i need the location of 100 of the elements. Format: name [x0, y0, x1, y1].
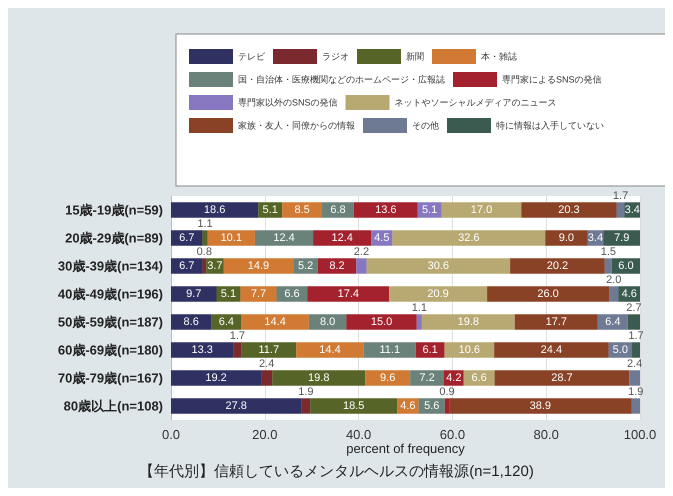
bar: [240, 286, 277, 302]
bar: [514, 314, 598, 330]
data-label: 2.0: [606, 274, 622, 286]
data-label: 17.0: [470, 204, 492, 216]
data-label: 1.9: [628, 386, 644, 398]
data-label: 18.6: [204, 204, 226, 216]
data-label: 5.1: [422, 204, 438, 216]
data-label: 6.4: [605, 316, 620, 328]
data-label: 6.8: [330, 204, 346, 216]
data-label: 8.6: [184, 316, 199, 328]
data-label: 1.7: [230, 330, 246, 342]
data-label: 6.4: [218, 316, 234, 328]
bar: [310, 398, 398, 414]
data-label: 6.7: [179, 232, 194, 244]
data-label: 32.6: [458, 232, 480, 244]
data-label: 20.2: [546, 260, 568, 272]
data-label: 7.7: [250, 288, 266, 300]
data-label: 20.9: [427, 288, 449, 300]
data-label: 13.6: [375, 204, 397, 216]
data-label: 6.0: [618, 260, 634, 272]
data-label: 14.4: [264, 316, 286, 328]
bar: [307, 286, 390, 302]
bar: [389, 286, 488, 302]
data-label: 2.4: [626, 358, 642, 370]
bar: [254, 230, 314, 246]
bar: [442, 202, 522, 218]
data-label: 8.0: [320, 316, 336, 328]
data-label: 14.9: [248, 260, 270, 272]
y-tick-label: 30歳-39歳(n=134): [58, 258, 163, 274]
data-label: 27.8: [225, 400, 247, 412]
data-label: 0.8: [196, 246, 212, 258]
data-label: 2.7: [626, 302, 642, 314]
data-label: 6.6: [284, 288, 300, 300]
data-label: 17.7: [546, 316, 567, 328]
bar: [346, 314, 417, 330]
data-label: 12.4: [273, 232, 295, 244]
data-label: 7.9: [614, 232, 630, 244]
bar: [422, 314, 515, 330]
bar: [487, 286, 610, 302]
data-label: 2.2: [354, 246, 370, 258]
bar: [444, 398, 450, 414]
data-label: 6.7: [179, 260, 194, 272]
y-tick-label: 70歳-79歳(n=167): [58, 370, 163, 386]
data-label: 10.1: [220, 232, 242, 244]
data-label: 1.1: [197, 218, 213, 230]
data-label: 14.4: [319, 344, 341, 356]
legend-label: 国・自治体・医療機関などのホームページ・広報誌: [238, 74, 445, 84]
legend-label: 特に情報は入手していない: [496, 120, 604, 130]
bar: [171, 202, 258, 218]
bar: [410, 370, 444, 386]
bar: [224, 258, 294, 274]
bar: [629, 370, 640, 386]
data-label: 17.4: [338, 288, 359, 300]
legend-label: ラジオ: [322, 52, 349, 62]
y-tick-label: 40歳-49歳(n=196): [58, 286, 163, 302]
data-label: 9.6: [380, 372, 396, 384]
data-label: 9.7: [186, 288, 202, 300]
y-tick-label: 80歳以上(n=108): [64, 398, 163, 414]
data-label: 5.0: [612, 344, 628, 356]
data-label: 12.4: [331, 232, 353, 244]
legend-label: 家族・友人・同僚からの情報: [238, 120, 355, 130]
bar: [632, 398, 640, 414]
data-label: 18.5: [342, 400, 364, 412]
data-label: 1.5: [600, 246, 616, 258]
bar: [494, 342, 609, 358]
data-label: 4.6: [622, 288, 637, 300]
bar: [261, 370, 272, 386]
data-label: 30.6: [428, 260, 450, 272]
legend-label: 専門家によるSNSの発信: [502, 74, 602, 84]
bar: [604, 258, 612, 274]
bar: [521, 202, 617, 218]
bar: [241, 342, 296, 358]
data-label: 1.1: [412, 302, 427, 314]
bar: [241, 314, 309, 330]
bar: [494, 370, 630, 386]
bar: [171, 398, 302, 414]
data-label: 28.7: [551, 372, 573, 384]
bar: [171, 370, 262, 386]
data-label: 19.2: [205, 372, 227, 384]
legend-label: テレビ: [238, 52, 266, 62]
bar: [301, 398, 310, 414]
bar: [449, 398, 632, 414]
bar: [356, 258, 367, 274]
legend-label: 新聞: [406, 52, 424, 62]
data-label: 15.0: [370, 316, 392, 328]
legend-label: 本・雑誌: [481, 52, 517, 62]
data-label: 1.7: [628, 330, 644, 342]
x-axis-title: percent of frequency: [346, 440, 466, 456]
data-label: 3.4: [588, 232, 604, 244]
bar: [202, 230, 208, 246]
legend-label: その他: [412, 120, 439, 130]
data-label: 5.1: [220, 288, 236, 300]
data-label: 7.2: [419, 372, 435, 384]
data-label: 20.3: [558, 204, 580, 216]
bar: [171, 286, 216, 302]
data-label: 4.2: [446, 372, 462, 384]
legend-label: ネットやソーシャルメディアのニュース: [394, 98, 557, 108]
data-label: 3.7: [207, 260, 222, 272]
data-label: 6.6: [471, 372, 487, 384]
bar: [416, 314, 422, 330]
